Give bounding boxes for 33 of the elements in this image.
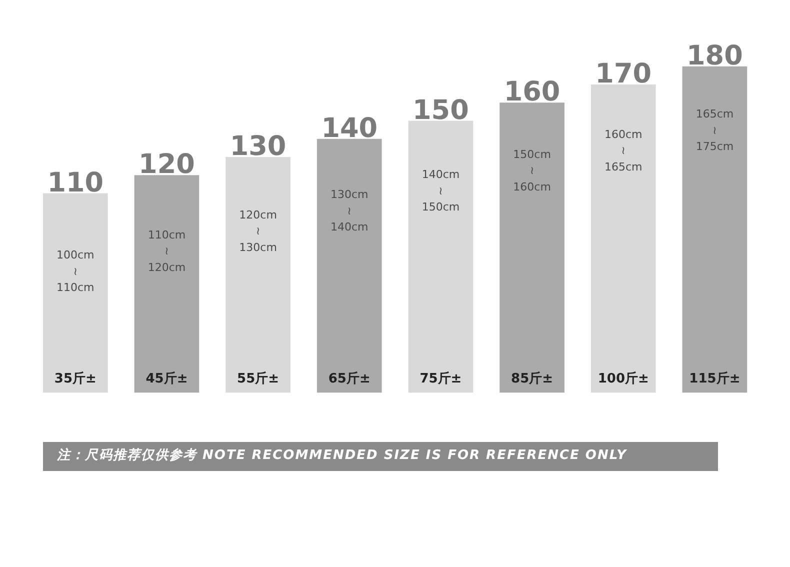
bar bbox=[682, 66, 748, 393]
data-label: 110 bbox=[47, 167, 104, 198]
x-tick-label: 55斤± bbox=[237, 370, 280, 387]
bar bbox=[42, 193, 108, 393]
annotation: 165cm ≀ 175cm bbox=[696, 108, 734, 154]
data-label: 170 bbox=[595, 58, 652, 90]
x-tick-label: 65斤± bbox=[328, 370, 370, 387]
annotation: 150cm ≀ 160cm bbox=[513, 148, 551, 194]
x-tick-label: 45斤± bbox=[146, 370, 188, 387]
bar bbox=[590, 84, 656, 393]
annotation: 140cm ≀ 150cm bbox=[422, 168, 460, 214]
x-tick-label: 35斤± bbox=[54, 370, 96, 387]
bar bbox=[408, 120, 474, 393]
annotation: 110cm ≀ 120cm bbox=[148, 228, 186, 274]
data-label: 140 bbox=[321, 112, 378, 144]
data-label: 120 bbox=[138, 149, 195, 180]
x-tick-label: 75斤± bbox=[420, 370, 462, 387]
x-tick-label: 85斤± bbox=[511, 370, 554, 387]
bar bbox=[226, 157, 290, 393]
annotation: 130cm ≀ 140cm bbox=[330, 188, 368, 234]
data-label: 150 bbox=[412, 94, 469, 126]
data-label: 130 bbox=[230, 131, 286, 162]
data-label: 160 bbox=[504, 76, 560, 108]
bar bbox=[316, 138, 382, 393]
bar bbox=[500, 102, 564, 393]
bar bbox=[134, 175, 200, 393]
data-label: 180 bbox=[686, 40, 743, 72]
x-tick-label: 115斤± bbox=[689, 370, 740, 387]
annotation: 120cm ≀ 130cm bbox=[239, 208, 277, 254]
text: 注：尺码推荐仅供参考 NOTE RECOMMENDED SIZE IS FOR REFERENCE ONLY bbox=[43, 442, 718, 471]
annotation: 100cm ≀ 110cm bbox=[56, 248, 94, 294]
x-tick-label: 100斤± bbox=[598, 370, 649, 387]
annotation: 160cm ≀ 165cm bbox=[604, 128, 642, 174]
